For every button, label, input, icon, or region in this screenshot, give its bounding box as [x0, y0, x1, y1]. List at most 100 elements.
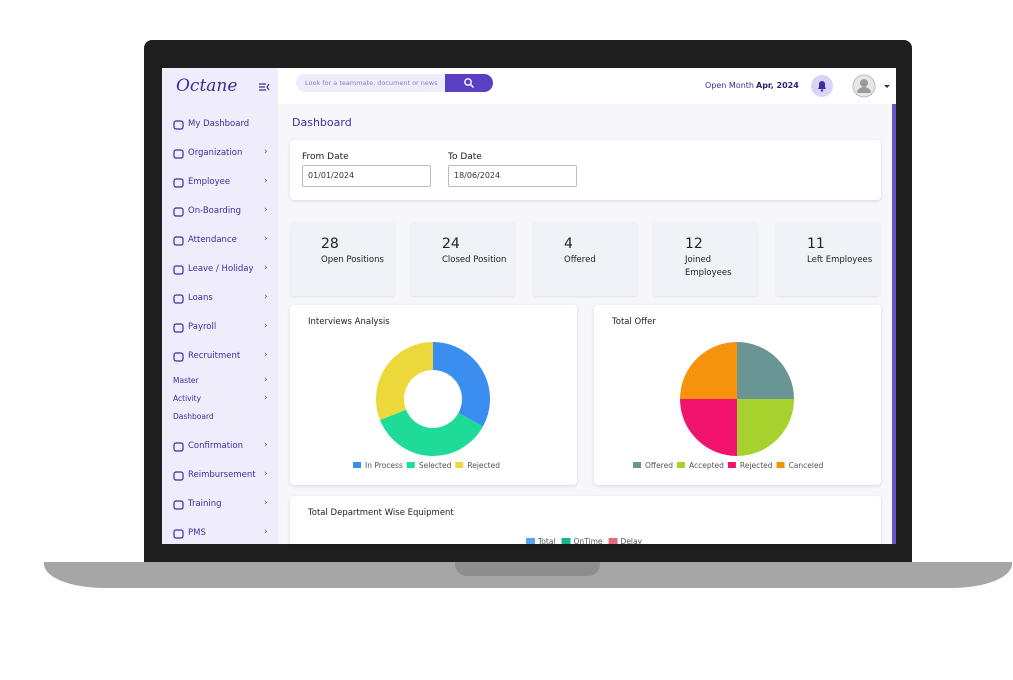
- menu-icon: [173, 500, 184, 510]
- chevron: ›: [264, 234, 268, 244]
- logo: Octane: [176, 76, 238, 96]
- chevron: ›: [264, 147, 268, 157]
- stat-value: 11: [807, 236, 825, 252]
- open-month-label: Open Month: [705, 81, 754, 90]
- menu-item[interactable]: Confirmation: [188, 441, 243, 451]
- menu-icon: [173, 471, 184, 481]
- menu-icon: [173, 265, 184, 275]
- pie-slice: [737, 342, 794, 399]
- legend-label: OnTime: [574, 537, 603, 544]
- legend-swatch: [676, 462, 685, 468]
- menu-icon: [173, 149, 184, 159]
- menu-item[interactable]: Leave / Holiday: [188, 264, 254, 274]
- chevron: ›: [264, 263, 268, 273]
- chevron: ›: [264, 440, 268, 450]
- stat-card: [776, 222, 880, 296]
- donut-slice: [380, 409, 483, 456]
- legend-label: Total: [537, 537, 556, 544]
- stat-label: Open Positions: [321, 255, 384, 265]
- menu-icon: [173, 323, 184, 333]
- menu-item[interactable]: Training: [188, 499, 222, 509]
- menu-icon: [173, 236, 184, 246]
- chart-title: Total Offer: [612, 317, 656, 327]
- chevron: ›: [264, 176, 268, 186]
- laptop-notch: [455, 562, 600, 576]
- legend-label: In Process: [365, 461, 403, 470]
- legend-swatch: [633, 462, 641, 468]
- legend-swatch: [727, 462, 736, 468]
- donut-slice: [433, 342, 491, 427]
- legend-label: Canceled: [789, 461, 824, 470]
- stat-label: Joined Employees: [685, 255, 732, 278]
- menu-item[interactable]: Payroll: [188, 322, 217, 332]
- chevron: ›: [264, 375, 268, 385]
- pie-slice: [680, 399, 737, 456]
- stat-value: 4: [564, 236, 573, 252]
- legend-swatch: [353, 462, 361, 468]
- chevron: ›: [264, 292, 268, 302]
- legend-label: Rejected: [467, 461, 500, 470]
- chevron: ›: [264, 205, 268, 215]
- date-input[interactable]: [302, 165, 431, 187]
- user-avatar[interactable]: [852, 74, 894, 98]
- menu-item[interactable]: Organization: [188, 148, 243, 158]
- menu-item[interactable]: On-Boarding: [188, 206, 241, 216]
- menu-item[interactable]: Attendance: [188, 235, 237, 245]
- stat-label: Closed Position: [442, 255, 507, 265]
- legend-swatch: [455, 462, 464, 468]
- scrollbar: [892, 104, 896, 544]
- legend-swatch: [608, 538, 618, 544]
- menu-item[interactable]: Reimbursement: [188, 470, 256, 480]
- menu-icon: [173, 120, 184, 130]
- menu-icon: [173, 352, 184, 362]
- date-value: 01/01/2024: [308, 171, 355, 180]
- legend-swatch: [406, 462, 415, 468]
- menu-toggle[interactable]: [258, 82, 270, 92]
- legend-swatch: [561, 538, 571, 544]
- legend-label: Accepted: [689, 461, 724, 470]
- menu-item[interactable]: Employee: [188, 177, 231, 187]
- legend-swatch: [776, 462, 785, 468]
- menu-icon: [173, 207, 184, 217]
- stat-label: Offered: [564, 255, 596, 265]
- submenu-item[interactable]: Activity: [173, 394, 202, 403]
- menu-item[interactable]: Recruitment: [188, 351, 241, 361]
- page-title: Dashboard: [292, 116, 352, 129]
- filter-label: From Date: [302, 152, 349, 162]
- date-input[interactable]: [448, 165, 577, 187]
- stat-card: [290, 222, 394, 296]
- menu-icon: [173, 442, 184, 452]
- legend-swatch: [526, 538, 535, 544]
- legend-label: Delay: [621, 537, 643, 544]
- stat-value: 12: [685, 236, 703, 252]
- open-month: Apr, 2024: [756, 81, 799, 90]
- search-placeholder: Look for a teammate, document or news: [305, 79, 438, 87]
- menu-icon: [173, 178, 184, 188]
- donut-slice: [376, 342, 433, 420]
- chart-title: Interviews Analysis: [308, 317, 390, 327]
- date-value: 18/06/2024: [454, 171, 501, 180]
- search-icon: [464, 78, 475, 89]
- legend-label: Rejected: [740, 461, 773, 470]
- stat-card: [411, 222, 515, 296]
- filter-label: To Date: [448, 152, 482, 162]
- search-box[interactable]: [296, 74, 493, 92]
- chevron: ›: [264, 498, 268, 508]
- pie-slice: [680, 342, 737, 399]
- chevron: ›: [264, 393, 268, 403]
- submenu-item[interactable]: Master: [173, 376, 199, 385]
- pie-slice: [737, 399, 794, 456]
- legend-label: Selected: [419, 461, 452, 470]
- submenu-item[interactable]: Dashboard: [173, 412, 214, 421]
- menu-icon: [173, 529, 184, 539]
- sidebar: [162, 68, 278, 544]
- menu-item[interactable]: PMS: [188, 528, 206, 538]
- chevron: ›: [264, 350, 268, 360]
- menu-item[interactable]: Loans: [188, 293, 213, 303]
- notification-bell[interactable]: [810, 74, 834, 98]
- equipment-card: [290, 496, 881, 544]
- stat-label: Left Employees: [807, 255, 873, 265]
- search-button[interactable]: [445, 74, 493, 92]
- chevron: ›: [264, 469, 268, 479]
- menu-item[interactable]: My Dashboard: [188, 119, 250, 129]
